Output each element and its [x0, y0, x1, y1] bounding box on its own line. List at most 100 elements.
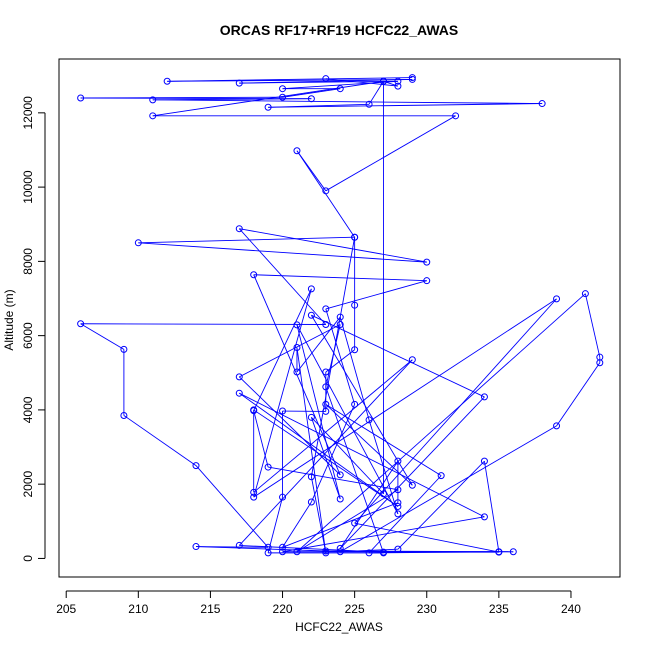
data-point	[77, 94, 85, 102]
data-point	[480, 457, 488, 465]
data-point	[235, 373, 243, 381]
data-point	[293, 344, 301, 352]
data-point	[322, 368, 330, 376]
data-point	[307, 95, 315, 103]
series-segment	[340, 548, 398, 553]
series-segment	[311, 417, 384, 495]
data-point	[279, 548, 287, 556]
data-point	[336, 320, 344, 328]
series-segment	[195, 465, 269, 548]
data-point	[264, 549, 272, 557]
y-axis-label: Altitude (m)	[2, 289, 16, 350]
data-point	[365, 416, 373, 424]
y-tick-label: 12000	[21, 96, 35, 130]
data-point	[322, 400, 330, 408]
series-segment	[253, 288, 312, 411]
data-point	[307, 498, 315, 506]
data-point	[250, 407, 258, 415]
data-point	[509, 548, 517, 556]
data-point	[307, 413, 315, 421]
chart-title: ORCAS RF17+RF19 HCFC22_AWAS	[220, 22, 458, 38]
data-point	[394, 77, 402, 85]
series-segment	[80, 323, 326, 325]
data-point	[553, 422, 561, 430]
series-segment	[325, 115, 456, 192]
data-point	[351, 519, 359, 527]
series-segment	[369, 551, 499, 554]
series-segment	[268, 103, 543, 108]
data-point	[379, 77, 387, 85]
data-point	[408, 356, 416, 364]
data-point	[452, 112, 460, 120]
data-point	[307, 473, 315, 481]
x-tick-label: 205	[56, 602, 76, 616]
data-point	[437, 472, 445, 480]
data-point	[394, 82, 402, 90]
series-segment	[80, 323, 125, 350]
series-segment	[239, 324, 341, 378]
series-lines	[80, 77, 601, 554]
series-segment	[268, 103, 370, 108]
data-point	[336, 313, 344, 321]
series-segment	[138, 236, 355, 244]
series-segment	[282, 516, 485, 553]
series-segment	[238, 376, 341, 476]
series-segment	[138, 242, 427, 263]
series-segment	[296, 489, 399, 553]
series-segment	[310, 314, 413, 486]
data-point	[351, 346, 359, 354]
data-point	[408, 75, 416, 83]
data-point	[408, 481, 416, 489]
data-point	[307, 285, 315, 293]
data-point	[538, 100, 546, 108]
series-segment	[239, 80, 398, 84]
series-segment	[195, 546, 326, 552]
x-tick-label: 240	[561, 602, 581, 616]
x-axis-label: HCFC22_AWAS	[295, 620, 383, 634]
series-segment	[296, 316, 341, 373]
data-point	[322, 305, 330, 313]
plot-frame-rect	[58, 58, 621, 578]
data-point	[581, 290, 589, 298]
data-point	[235, 389, 243, 397]
data-point	[149, 96, 157, 104]
data-point	[351, 301, 359, 309]
data-point	[351, 233, 359, 241]
series-segment	[368, 81, 384, 105]
data-point	[322, 547, 330, 555]
y-tick-label: 6000	[21, 322, 35, 349]
series-segment	[282, 88, 341, 98]
series-segment	[296, 324, 399, 515]
series-segment	[325, 78, 398, 87]
series-segment	[339, 316, 370, 421]
data-point	[322, 407, 330, 415]
data-point	[351, 400, 359, 408]
data-point	[250, 271, 258, 279]
series-segment	[267, 497, 283, 553]
x-tick-label: 215	[200, 602, 220, 616]
series-segment	[339, 460, 399, 549]
series-segment	[152, 80, 384, 117]
series-segment	[584, 293, 601, 358]
data-point	[336, 471, 344, 479]
x-tick-label: 220	[273, 602, 293, 616]
data-point	[394, 486, 402, 494]
series-segment	[253, 274, 427, 282]
series-points	[77, 74, 604, 557]
x-tick-label: 225	[345, 602, 365, 616]
series-segment	[282, 80, 398, 90]
data-point	[322, 320, 330, 328]
series-segment	[296, 324, 341, 500]
data-point	[120, 345, 128, 353]
y-tick-label: 8000	[21, 248, 35, 275]
x-tick-label: 230	[417, 602, 437, 616]
data-point	[596, 359, 604, 367]
data-point	[365, 549, 373, 557]
series-segment	[311, 314, 485, 398]
data-point	[149, 112, 157, 120]
series-segment	[282, 501, 312, 548]
data-point	[279, 543, 287, 551]
data-point	[336, 548, 344, 556]
